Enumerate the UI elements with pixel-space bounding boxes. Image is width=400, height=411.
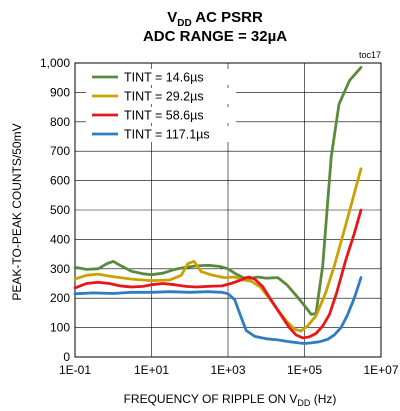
legend-label-1: TINT = 14.6µs bbox=[124, 71, 204, 85]
y-tick-label: 200 bbox=[50, 291, 70, 305]
y-tick-label: 0 bbox=[63, 350, 70, 364]
y-tick-label: 900 bbox=[50, 85, 70, 99]
legend-label-2: TINT = 29.2µs bbox=[124, 90, 204, 104]
legend: TINT = 14.6µs TINT = 29.2µs TINT = 58.6µs T… bbox=[86, 69, 236, 142]
y-tick-label: 300 bbox=[50, 262, 70, 276]
legend-backdrop bbox=[86, 107, 236, 123]
legend-backdrop bbox=[86, 69, 236, 85]
series-line-4 bbox=[73, 276, 363, 345]
y-tick-label: 400 bbox=[50, 232, 70, 246]
y-tick-label: 1,000 bbox=[40, 56, 70, 70]
x-tick-labels: 1E-01 1E+01 1E+03 1E+05 1E+07 bbox=[59, 363, 399, 377]
legend-backdrop bbox=[86, 88, 236, 104]
y-axis-label: PEAK-TO-PEAK COUNTS/50mV bbox=[10, 123, 24, 300]
y-tick-label: 600 bbox=[50, 174, 70, 188]
y-tick-label: 500 bbox=[50, 203, 70, 217]
legend-label-3: TINT = 58.6µs bbox=[124, 109, 204, 123]
x-tick-label: 1E+05 bbox=[287, 363, 322, 377]
chart-subtitle: ADC RANGE = 32µA bbox=[143, 28, 287, 45]
legend-backdrop bbox=[86, 126, 236, 142]
y-tick-labels: 0 100 200 300 400 500 600 700 800 900 1,000 bbox=[40, 56, 70, 364]
series-line-3 bbox=[73, 208, 363, 340]
plot-frame bbox=[74, 62, 382, 358]
figure-tag: toc17 bbox=[359, 50, 381, 60]
series-line-2 bbox=[73, 167, 363, 333]
x-tick-label: 1E+07 bbox=[363, 363, 398, 377]
series-layer bbox=[73, 66, 363, 345]
x-tick-label: 1E+01 bbox=[134, 363, 169, 377]
series-line-1 bbox=[73, 66, 363, 316]
legend-label-4: TINT = 117.1µs bbox=[124, 128, 210, 142]
y-tick-label: 700 bbox=[50, 144, 70, 158]
x-tick-label: 1E-01 bbox=[59, 363, 91, 377]
x-axis-label: FREQUENCY OF RIPPLE ON VDD (Hz) bbox=[124, 392, 337, 408]
x-tick-label: 1E+03 bbox=[210, 363, 245, 377]
y-tick-label: 800 bbox=[50, 115, 70, 129]
chart-title: VDD AC PSRR bbox=[167, 9, 263, 29]
y-tick-label: 100 bbox=[50, 321, 70, 335]
